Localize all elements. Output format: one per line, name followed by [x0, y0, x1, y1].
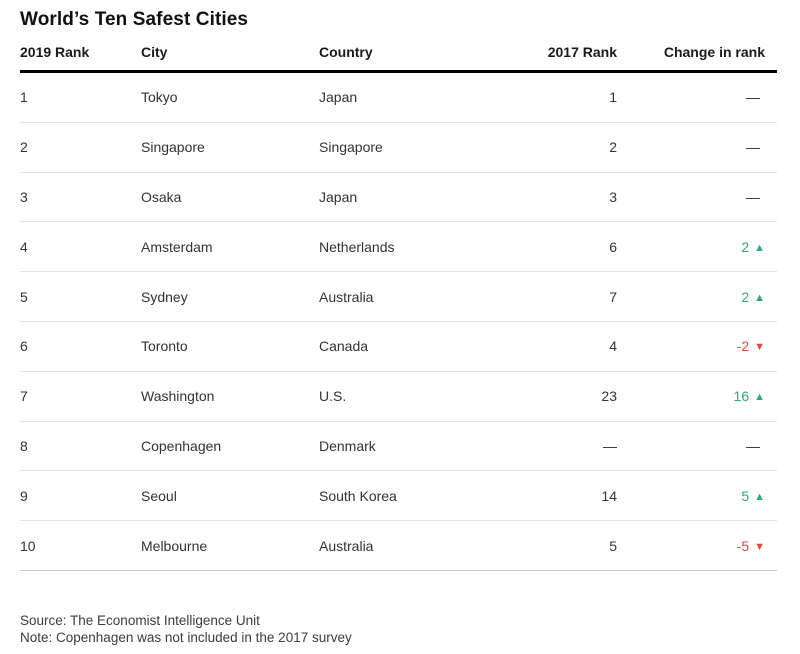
- cell-2017-rank: 1: [500, 71, 617, 123]
- cell-city: Washington: [141, 371, 319, 422]
- column-header-change: Change in rank: [617, 38, 777, 73]
- cell-city: Sydney: [141, 271, 319, 322]
- rank-change-arrow-icon: ▼: [754, 341, 765, 354]
- survey-note: Note: Copenhagen was not included in the…: [20, 629, 352, 645]
- cell-country: Australia: [319, 271, 500, 322]
- table-row: 9 Seoul South Korea 14 5 ▲: [20, 470, 777, 522]
- source-note: Source: The Economist Intelligence Unit: [20, 612, 260, 628]
- cell-change: 2 ▲: [617, 271, 777, 322]
- cell-2017-rank: 14: [500, 470, 617, 522]
- cell-change: 16 ▲: [617, 371, 777, 422]
- cell-2019-rank: 1: [20, 71, 141, 123]
- cell-2019-rank: 9: [20, 470, 141, 522]
- page-title: World’s Ten Safest Cities: [20, 9, 249, 30]
- cell-change: —: [617, 122, 777, 173]
- table-header: 2019 Rank City Country 2017 Rank Change …: [20, 38, 777, 73]
- table-row: 1 Tokyo Japan 1 —: [20, 71, 777, 123]
- rank-change-arrow-icon: ▲: [754, 291, 765, 304]
- cell-change: -2 ▼: [617, 321, 777, 372]
- cell-country: Singapore: [319, 122, 500, 173]
- table-row: 3 Osaka Japan 3 —: [20, 172, 777, 223]
- cell-change: —: [617, 71, 777, 123]
- table-row: 6 Toronto Canada 4 -2 ▼: [20, 321, 777, 372]
- cell-change: —: [617, 172, 777, 223]
- cell-2019-rank: 5: [20, 271, 141, 322]
- cell-2017-rank: 4: [500, 321, 617, 372]
- change-value: —: [746, 89, 760, 106]
- cell-city: Toronto: [141, 321, 319, 372]
- table-row: 2 Singapore Singapore 2 —: [20, 122, 777, 173]
- cell-city: Copenhagen: [141, 421, 319, 472]
- cell-2019-rank: 3: [20, 172, 141, 223]
- cell-city: Amsterdam: [141, 221, 319, 273]
- column-header-2019-rank: 2019 Rank: [20, 38, 141, 73]
- cell-2017-rank: 6: [500, 221, 617, 273]
- cell-2019-rank: 10: [20, 520, 141, 571]
- cell-country: Japan: [319, 172, 500, 223]
- cell-city: Osaka: [141, 172, 319, 223]
- footnotes: Source: The Economist Intelligence Unit …: [20, 612, 780, 646]
- cell-change: 5 ▲: [617, 470, 777, 522]
- cell-change: -5 ▼: [617, 520, 777, 571]
- table-row: 7 Washington U.S. 23 16 ▲: [20, 371, 777, 422]
- cell-2019-rank: 7: [20, 371, 141, 422]
- cell-country: Canada: [319, 321, 500, 372]
- change-value: 16: [733, 388, 750, 405]
- change-value: —: [746, 188, 760, 205]
- cell-change: 2 ▲: [617, 221, 777, 273]
- cell-2017-rank: —: [500, 421, 617, 472]
- rank-change-arrow-icon: ▲: [754, 241, 765, 254]
- column-header-country: Country: [319, 38, 500, 73]
- cell-2017-rank: 5: [500, 520, 617, 571]
- cell-country: Netherlands: [319, 221, 500, 273]
- rank-change-arrow-icon: ▲: [754, 490, 765, 503]
- cell-country: Denmark: [319, 421, 500, 472]
- column-header-city: City: [141, 38, 319, 73]
- table-row: 8 Copenhagen Denmark — —: [20, 421, 777, 472]
- table-row: 4 Amsterdam Netherlands 6 2 ▲: [20, 221, 777, 273]
- cell-city: Singapore: [141, 122, 319, 173]
- cell-2017-rank: 7: [500, 271, 617, 322]
- cell-2017-rank: 3: [500, 172, 617, 223]
- table-row: 5 Sydney Australia 7 2 ▲: [20, 271, 777, 322]
- cell-2017-rank: 2: [500, 122, 617, 173]
- cell-city: Seoul: [141, 470, 319, 522]
- change-value: 2: [741, 238, 750, 255]
- cell-city: Melbourne: [141, 520, 319, 571]
- change-value: 5: [741, 487, 750, 504]
- change-value: 2: [741, 288, 750, 305]
- column-header-2017-rank: 2017 Rank: [500, 38, 617, 73]
- cell-2017-rank: 23: [500, 371, 617, 422]
- cell-2019-rank: 8: [20, 421, 141, 472]
- change-value: —: [746, 139, 760, 156]
- table-row: 10 Melbourne Australia 5 -5 ▼: [20, 520, 777, 571]
- cell-2019-rank: 4: [20, 221, 141, 273]
- cell-2019-rank: 2: [20, 122, 141, 173]
- table-body: 1 Tokyo Japan 1 — 2 Singapore Singapore …: [20, 71, 777, 571]
- cell-country: South Korea: [319, 470, 500, 522]
- cell-country: Japan: [319, 71, 500, 123]
- cell-country: Australia: [319, 520, 500, 571]
- rank-change-arrow-icon: ▲: [754, 391, 765, 404]
- change-value: -2: [736, 338, 750, 355]
- cell-change: —: [617, 421, 777, 472]
- safest-cities-table: 2019 Rank City Country 2017 Rank Change …: [20, 38, 777, 571]
- cell-country: U.S.: [319, 371, 500, 422]
- change-value: -5: [736, 537, 750, 554]
- rank-change-arrow-icon: ▼: [754, 540, 765, 553]
- cell-city: Tokyo: [141, 71, 319, 123]
- cell-2019-rank: 6: [20, 321, 141, 372]
- change-value: —: [746, 437, 760, 454]
